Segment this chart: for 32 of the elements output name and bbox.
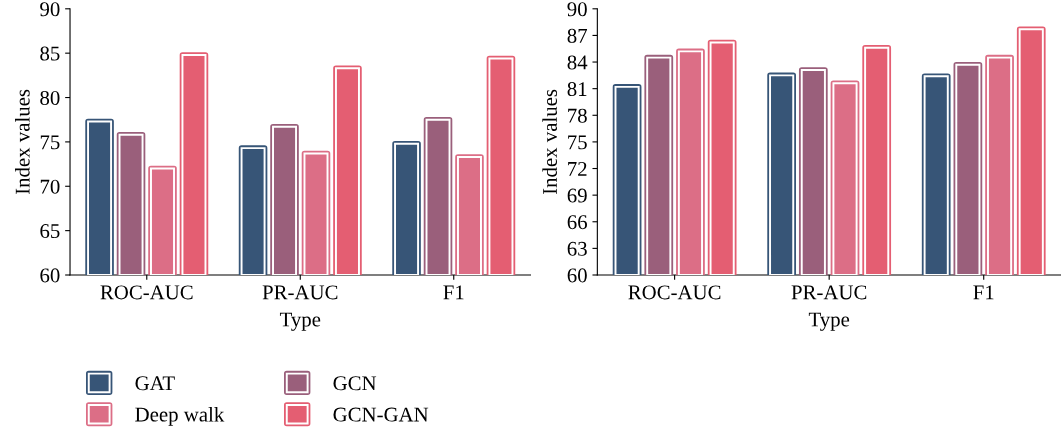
x-axis-title: Type — [279, 312, 321, 331]
y-tick-label: 60 — [567, 268, 587, 283]
y-tick-label: 90 — [40, 2, 60, 17]
x-axis-title: Type — [808, 312, 850, 331]
x-tick-label: PR-AUC — [791, 285, 867, 300]
y-tick-label: 80 — [40, 90, 60, 105]
y-tick-label: 84 — [567, 55, 588, 70]
y-tick-label: 65 — [40, 224, 60, 239]
x-tick-label: F1 — [973, 285, 994, 300]
y-tick-label: 81 — [567, 82, 587, 97]
y-tick-label: 75 — [40, 135, 60, 150]
y-tick-label: 90 — [567, 2, 587, 17]
y-tick-label: 85 — [40, 46, 60, 61]
y-tick-label: 75 — [568, 135, 587, 150]
y-tick-label: 78 — [568, 108, 587, 123]
y-tick-label: 87 — [567, 28, 588, 43]
legend-label: GCN — [333, 376, 377, 391]
x-tick-label: ROC-AUC — [628, 285, 721, 300]
y-tick-label: 63 — [567, 241, 587, 256]
y-tick-label: 70 — [40, 179, 60, 194]
legend-label: Deep walk — [135, 406, 225, 426]
x-tick-label: ROC-AUC — [100, 285, 193, 300]
y-tick-label: 69 — [567, 188, 587, 203]
x-tick-label: F1 — [443, 285, 464, 300]
y-tick-label: 66 — [567, 215, 587, 230]
y-tick-label: 60 — [40, 268, 60, 283]
y-axis-title: Index values — [15, 89, 30, 195]
y-tick-label: 72 — [568, 161, 587, 176]
legend-label: GCN-GAN — [333, 407, 429, 422]
y-axis-title: Index values — [542, 89, 557, 195]
x-tick-label: PR-AUC — [262, 285, 338, 300]
legend-label: GAT — [135, 376, 175, 391]
